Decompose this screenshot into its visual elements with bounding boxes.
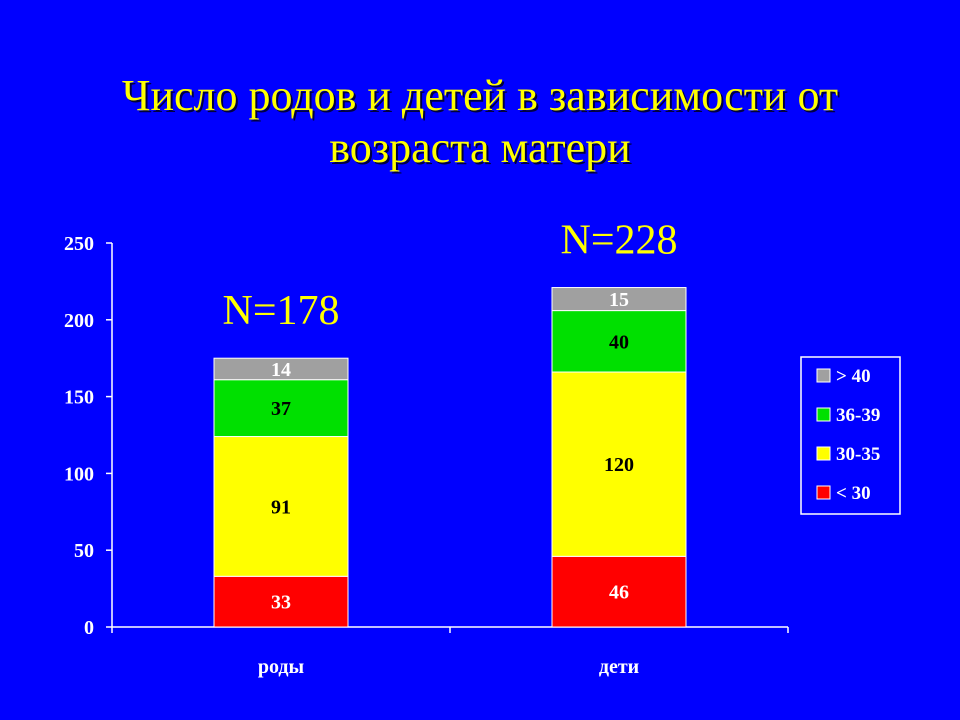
slide-title-line1: Число родов и детей в зависимости от [121, 71, 839, 120]
bar-segment [551, 287, 687, 312]
data-label: 33 [271, 592, 291, 614]
total-annotation: N=178 [222, 288, 339, 334]
legend-label: > 40 [836, 366, 871, 387]
y-tick-label: 100 [64, 463, 94, 485]
legend-swatch [816, 446, 831, 461]
legend-box [800, 356, 901, 515]
data-label: 14 [271, 359, 291, 381]
y-tick-label: 150 [64, 387, 94, 409]
y-tick-label: 0 [84, 617, 94, 639]
x-tick-label: роды [258, 656, 305, 678]
bar-segment [551, 371, 687, 557]
y-tick-label: 50 [74, 540, 94, 562]
bar-segment [213, 379, 349, 438]
x-tick-label: дети [599, 656, 639, 678]
data-label: 46 [609, 582, 629, 604]
legend-swatch [816, 407, 831, 422]
slide-title-line2: возраста матери [329, 123, 631, 172]
bar-segment [213, 357, 349, 381]
bar-segment [213, 436, 349, 577]
bar-segment [551, 310, 687, 373]
data-label: 40 [609, 331, 629, 353]
legend-swatch [816, 485, 831, 500]
y-tick-label: 250 [64, 233, 94, 255]
total-annotation: N=228 [560, 218, 677, 264]
data-label: 15 [609, 289, 629, 311]
bar-segment [551, 555, 687, 628]
slide-title: Число родов и детей в зависимости от воз… [40, 70, 920, 174]
legend-swatch [816, 368, 831, 383]
bar-segment [213, 575, 349, 628]
legend-label: 30-35 [836, 444, 880, 465]
y-tick-label: 200 [64, 310, 94, 332]
legend-label: 36-39 [836, 405, 880, 426]
legend-label: < 30 [836, 483, 871, 504]
data-label: 37 [271, 398, 291, 420]
data-label: 91 [271, 496, 291, 518]
data-label: 120 [604, 454, 634, 476]
